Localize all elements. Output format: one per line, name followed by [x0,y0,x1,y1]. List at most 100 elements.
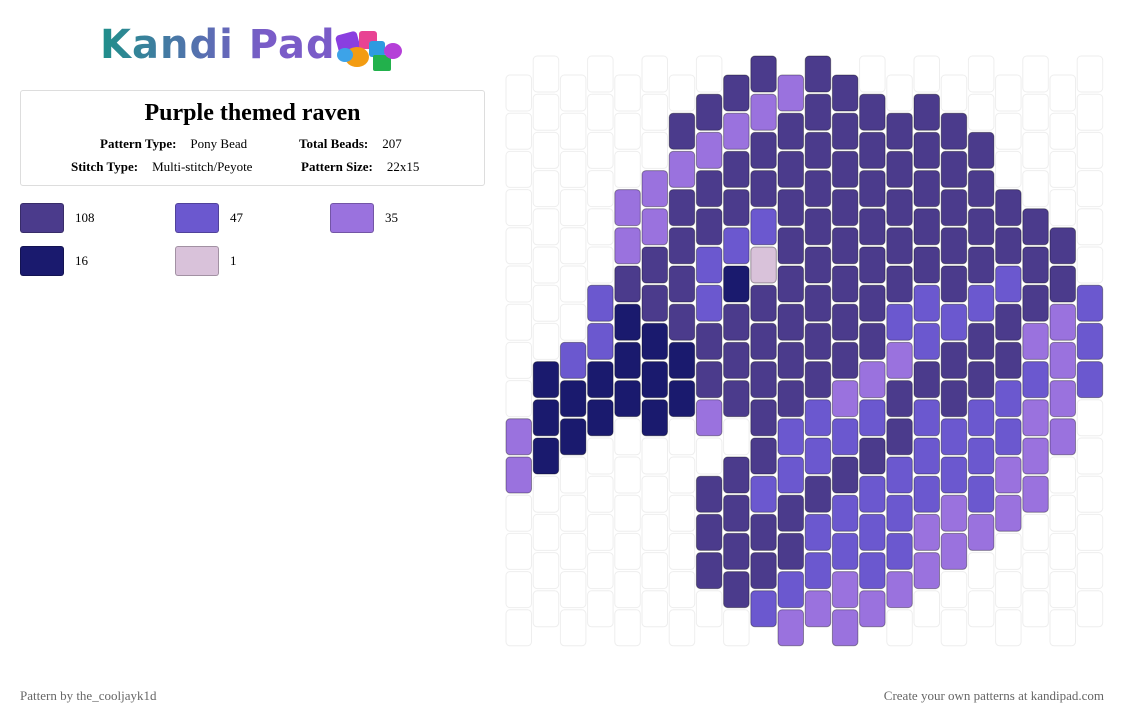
bead [804,93,832,131]
bead [750,590,777,628]
bead [695,399,723,437]
logo-icon [335,31,402,71]
bead [750,170,777,208]
bead [750,131,777,169]
field-label: Stitch Type: [71,159,139,174]
bead [668,265,696,303]
bead [940,112,968,150]
bead [1022,475,1049,513]
bead [804,55,832,93]
bead [505,112,532,150]
bead [614,609,641,647]
bead [695,590,723,628]
bead [1022,246,1049,284]
bead [940,532,968,570]
bead [668,150,696,188]
field: Stitch Type: Multi-stitch/Peyote [71,159,252,175]
bead [750,437,777,475]
bead [1076,170,1104,208]
bead [804,246,832,284]
bead [532,208,560,246]
bead [967,513,995,551]
bead [804,513,832,551]
bead [1076,513,1104,551]
bead [940,227,968,265]
bead [750,513,777,551]
bead [1076,93,1104,131]
bead [723,532,750,570]
bead [723,227,750,265]
bead [995,227,1022,265]
bead [668,494,696,532]
bead [614,112,641,150]
bead [913,55,940,93]
bead [886,494,913,532]
bead [668,74,696,112]
bead [587,208,614,246]
bead [831,303,859,341]
bead [1076,399,1104,437]
info-box: Purple themed raven Pattern Type: Pony Be… [20,90,485,186]
bead [505,380,532,418]
legend-count: 16 [75,253,88,268]
bead [723,380,750,418]
bead [1049,418,1076,456]
bead [913,322,940,360]
bead [804,361,832,399]
bead [1076,437,1104,475]
bead [940,609,968,647]
bead [886,74,913,112]
bead [614,303,641,341]
bead [995,150,1022,188]
bead [1022,437,1049,475]
bead [940,303,968,341]
bead [1049,265,1076,303]
bead [1049,150,1076,188]
bead [967,475,995,513]
bead [777,418,804,456]
bead [886,227,913,265]
bead [1076,590,1104,628]
logo[interactable]: Kandi Pad [100,22,336,68]
bead [614,380,641,418]
bead [859,170,886,208]
bead [1076,475,1104,513]
bead [587,590,614,628]
bead [695,170,723,208]
field: Pattern Size: 22x15 [301,159,419,175]
footer-link[interactable]: Create your own patterns at kandipad.com [883,688,1104,703]
bead [695,131,723,169]
bead [995,265,1022,303]
bead [614,150,641,188]
bead [587,131,614,169]
bead [559,341,587,379]
bead [559,571,587,609]
bead [940,380,968,418]
bead [913,513,940,551]
bead [641,437,668,475]
bead [695,437,723,475]
bead [1076,131,1104,169]
bead [804,437,832,475]
bead [913,590,940,628]
bead [859,513,886,551]
bead [913,284,940,322]
bead [505,227,532,265]
bead [831,265,859,303]
bead [505,494,532,532]
bead [886,112,913,150]
bead [750,284,777,322]
field: Pattern Type: Pony Bead [100,136,247,152]
bead [940,74,968,112]
field-label: Total Beads: [299,136,369,151]
bead [1049,227,1076,265]
bead [804,590,832,628]
bead [559,112,587,150]
bead [641,284,668,322]
bead [723,265,750,303]
bead [587,322,614,360]
bead [804,399,832,437]
bead [1049,456,1076,494]
bead [559,265,587,303]
bead [913,399,940,437]
